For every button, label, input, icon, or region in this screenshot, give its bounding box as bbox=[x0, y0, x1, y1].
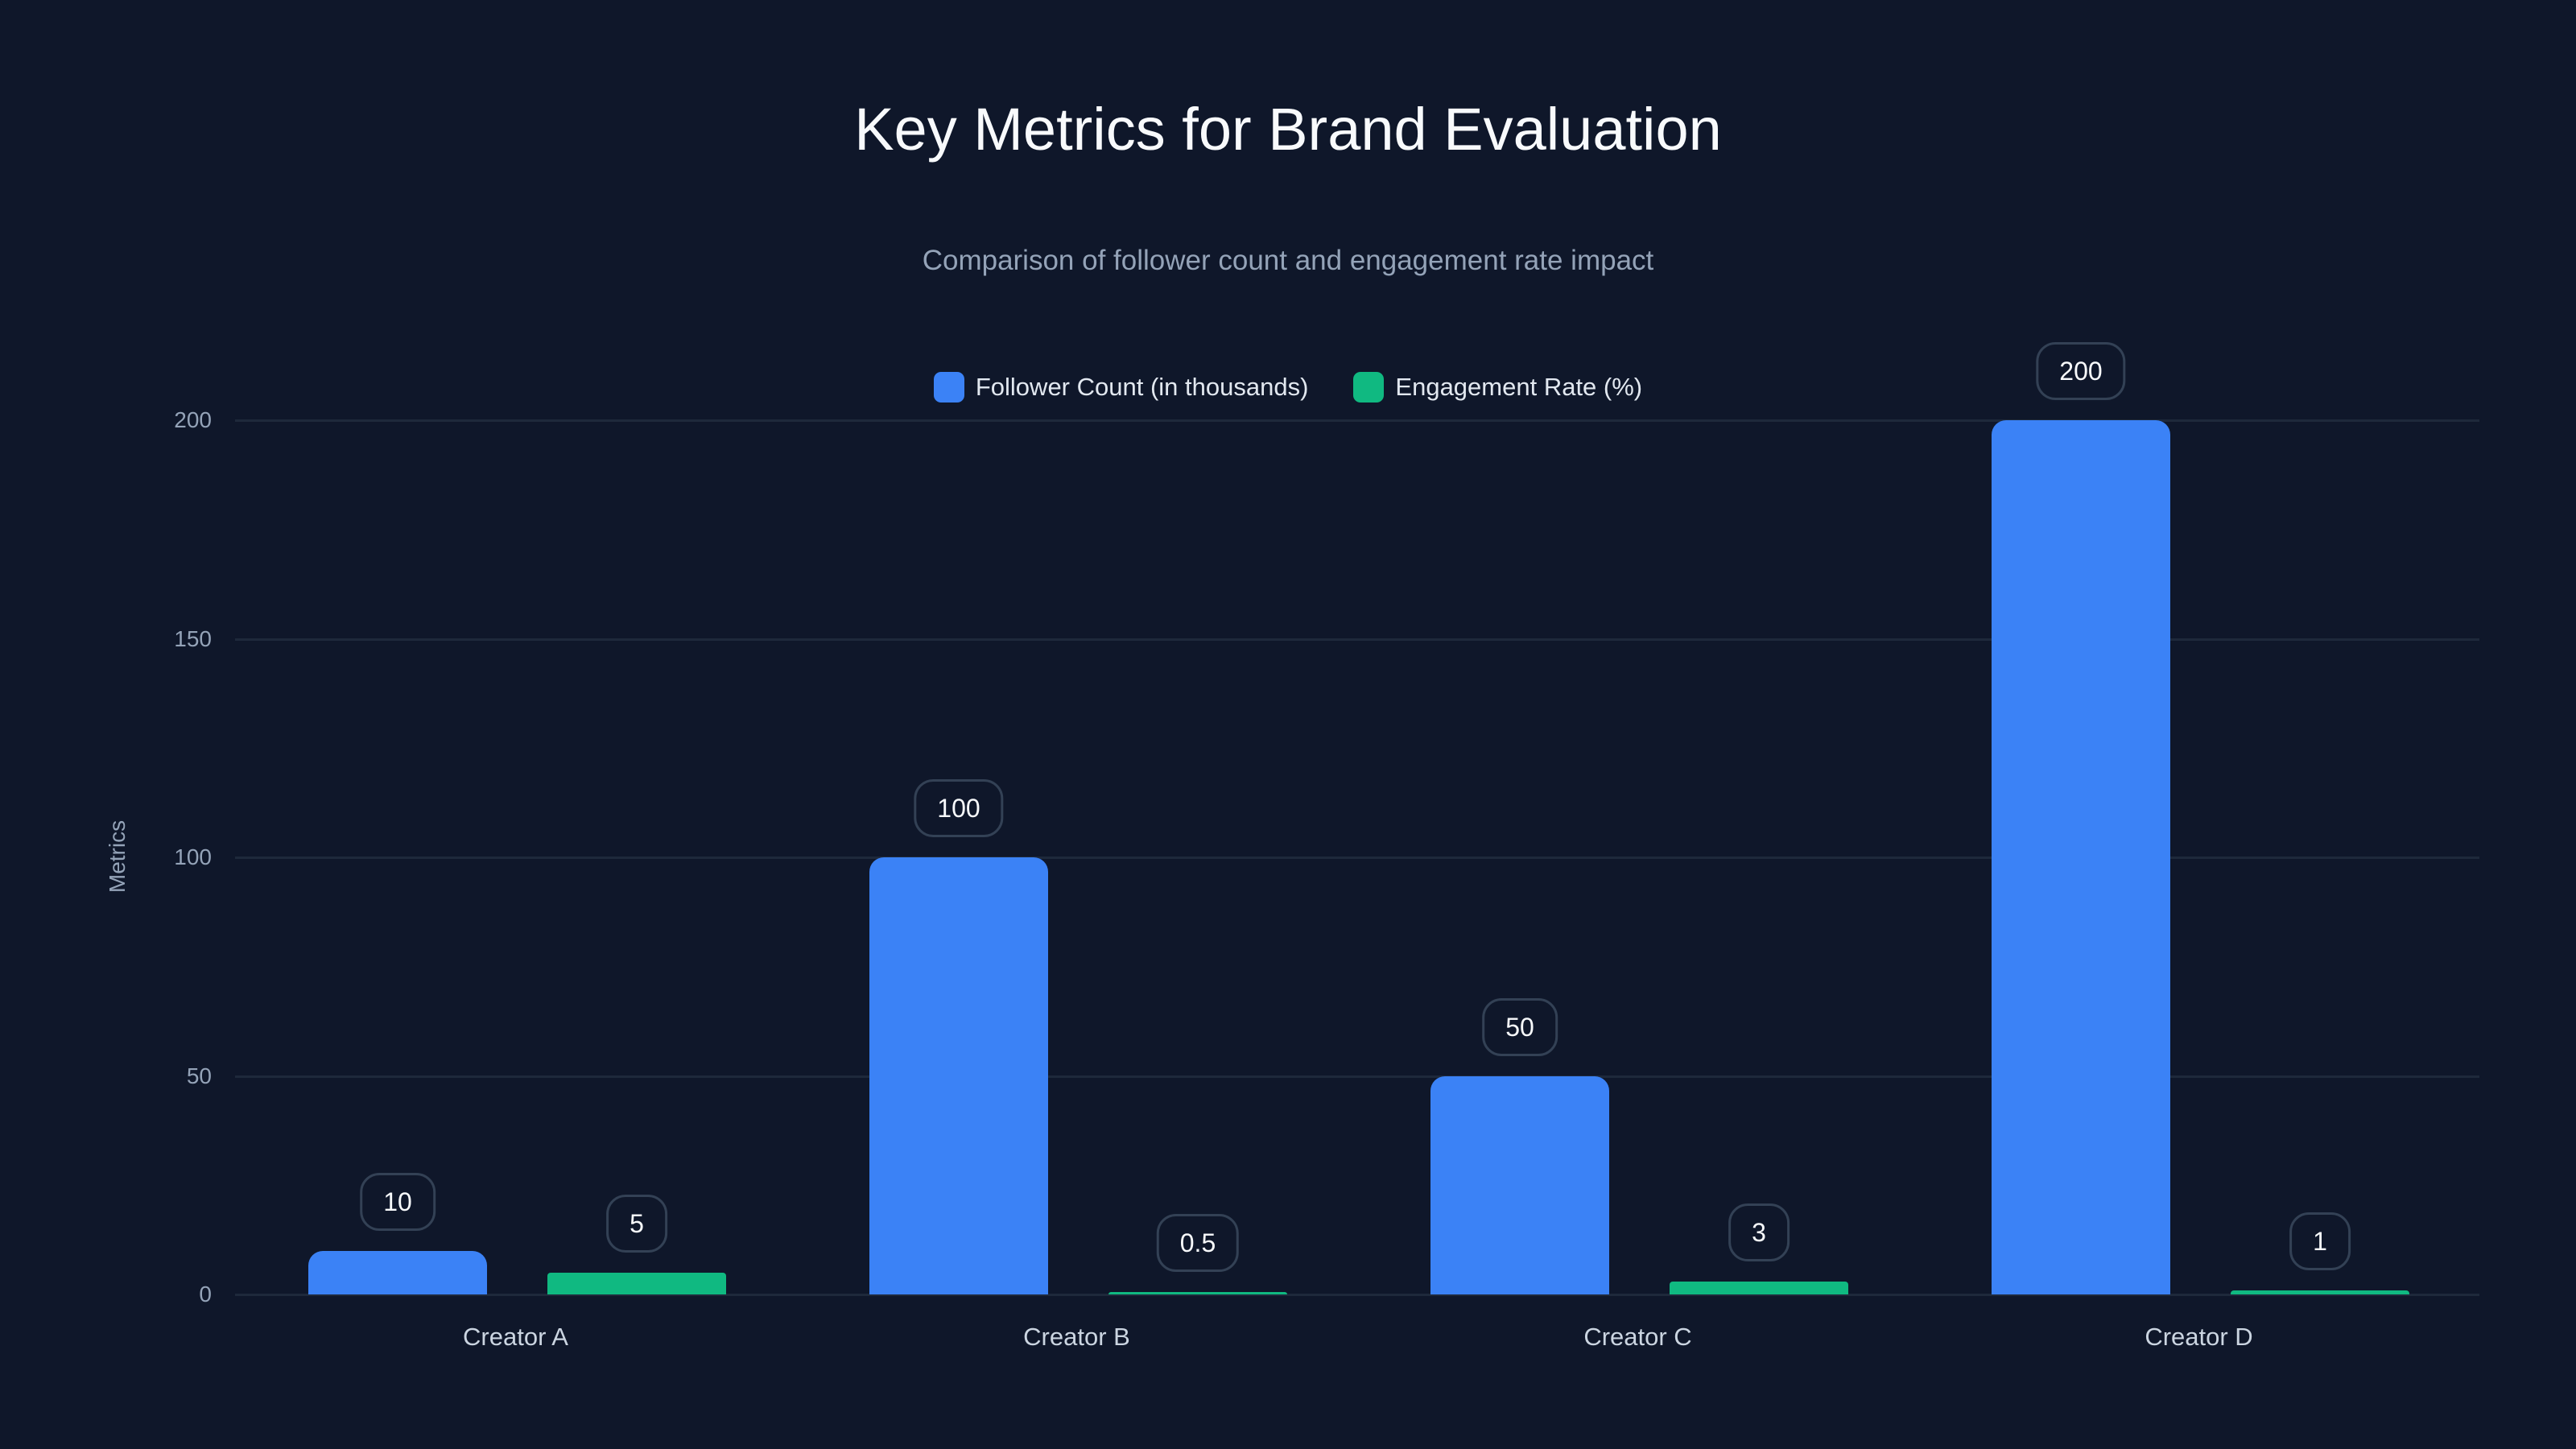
chart-subtitle: Comparison of follower count and engagem… bbox=[922, 245, 1654, 276]
data-label: 200 bbox=[2036, 342, 2126, 400]
legend: Follower Count (in thousands) Engagement… bbox=[0, 372, 2576, 402]
y-axis-label: Metrics bbox=[105, 819, 130, 894]
gridline bbox=[235, 857, 2479, 859]
x-tick-label: Creator B bbox=[1023, 1323, 1130, 1351]
legend-label: Follower Count (in thousands) bbox=[975, 373, 1309, 401]
gridline bbox=[235, 419, 2479, 422]
y-tick-label: 50 bbox=[186, 1063, 212, 1088]
y-tick-label: 150 bbox=[174, 625, 212, 651]
data-label: 10 bbox=[360, 1172, 436, 1231]
bar-engagement-rate[interactable] bbox=[1108, 1292, 1287, 1294]
y-tick-label: 0 bbox=[199, 1282, 212, 1307]
data-label: 3 bbox=[1728, 1203, 1790, 1261]
y-tick-label: 100 bbox=[174, 844, 212, 869]
legend-swatch-green-icon bbox=[1353, 372, 1385, 402]
gridline bbox=[235, 1294, 2479, 1296]
legend-label: Engagement Rate (%) bbox=[1395, 373, 1643, 401]
data-label: 5 bbox=[606, 1194, 667, 1253]
bar-follower-count[interactable] bbox=[869, 857, 1048, 1294]
data-label: 0.5 bbox=[1156, 1214, 1240, 1272]
bar-follower-count[interactable] bbox=[1992, 420, 2170, 1294]
x-tick-label: Creator A bbox=[463, 1323, 568, 1351]
y-tick-label: 200 bbox=[174, 407, 212, 432]
data-label: 100 bbox=[914, 779, 1004, 837]
gridline bbox=[235, 638, 2479, 641]
legend-item-follower-count[interactable]: Follower Count (in thousands) bbox=[933, 372, 1309, 402]
chart-title: Key Metrics for Brand Evaluation bbox=[854, 96, 1722, 163]
legend-item-engagement-rate[interactable]: Engagement Rate (%) bbox=[1353, 372, 1642, 402]
x-tick-label: Creator C bbox=[1583, 1323, 1692, 1351]
bar-follower-count[interactable] bbox=[1430, 1075, 1609, 1294]
legend-swatch-blue-icon bbox=[933, 372, 964, 402]
bar-engagement-rate[interactable] bbox=[2231, 1290, 2409, 1294]
bar-follower-count[interactable] bbox=[308, 1250, 487, 1294]
gridline bbox=[235, 1075, 2479, 1078]
data-label: 50 bbox=[1482, 997, 1558, 1056]
data-label: 1 bbox=[2289, 1212, 2351, 1270]
bar-engagement-rate[interactable] bbox=[1670, 1281, 1848, 1294]
x-tick-label: Creator D bbox=[2145, 1323, 2253, 1351]
bar-engagement-rate[interactable] bbox=[547, 1272, 726, 1294]
